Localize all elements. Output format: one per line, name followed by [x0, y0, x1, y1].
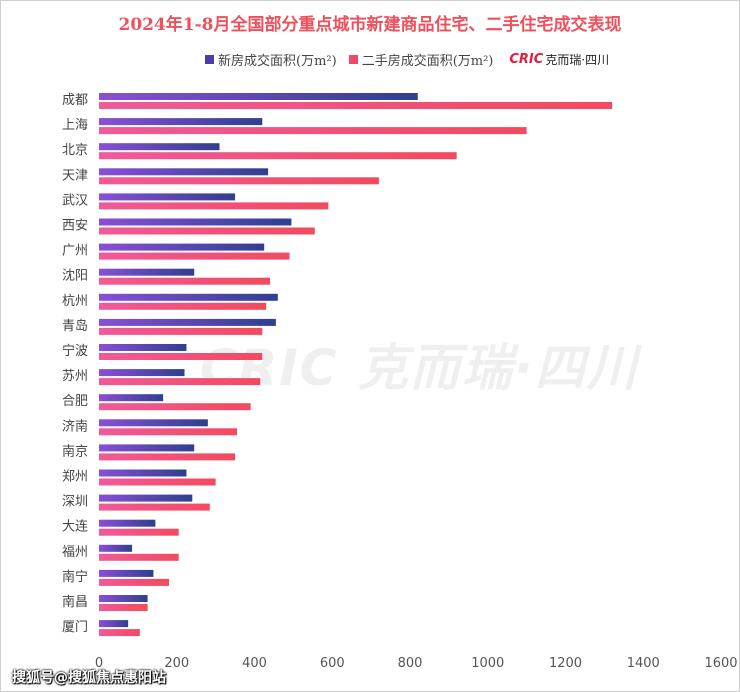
bar-second-hand [99, 553, 179, 561]
bar-new-home [99, 344, 187, 351]
category-label: 郑州 [62, 470, 88, 485]
legend-swatch-second [348, 55, 358, 64]
bar-second-hand [99, 478, 216, 486]
bar-second-hand [99, 302, 267, 310]
category-label: 福州 [62, 545, 88, 560]
bar-second-hand [99, 604, 148, 611]
category-label: 杭州 [62, 294, 88, 309]
bar-new-home [99, 544, 133, 552]
bar-second-hand [99, 152, 457, 160]
bar-new-home [99, 444, 195, 452]
category-label: 深圳 [62, 495, 88, 510]
category-label: 广州 [62, 244, 88, 259]
category-label: 济南 [62, 418, 88, 434]
legend-item-second: 二手房成交面积(万m²) [348, 50, 494, 69]
legend-label-second: 二手房成交面积(万m²) [361, 54, 494, 69]
category-label: 合肥 [62, 394, 88, 409]
bars-layer [99, 93, 613, 637]
bar-second-hand [99, 202, 329, 210]
x-tick-label: 1600 [704, 656, 737, 671]
category-label: 成都 [62, 93, 88, 108]
bar-new-home [99, 193, 236, 201]
category-label: 西安 [62, 219, 88, 234]
category-label: 南昌 [62, 594, 88, 610]
bar-second-hand [99, 252, 290, 260]
logo-text: 克而瑞·四川 [545, 53, 610, 67]
bar-new-home [99, 595, 148, 602]
x-tick-label: 0 [95, 656, 103, 671]
x-tick-label: 400 [242, 656, 267, 671]
bar-new-home [99, 168, 269, 176]
bar-new-home [99, 118, 263, 126]
legend: 新房成交面积(万m²) 二手房成交面积(万m²) CRIC 克而瑞·四川 [205, 50, 609, 69]
category-label: 上海 [62, 118, 88, 133]
bar-new-home [99, 569, 154, 577]
legend-label-new: 新房成交面积(万m²) [218, 54, 337, 69]
category-label: 大连 [62, 519, 88, 535]
bar-second-hand [99, 327, 263, 335]
x-tick-label: 800 [398, 656, 423, 671]
category-labels: 成都上海北京天津武汉西安广州沈阳杭州青岛宁波苏州合肥济南南京郑州深圳大连福州南宁… [62, 93, 88, 635]
bar-new-home [99, 394, 164, 402]
category-label: 苏州 [62, 368, 88, 384]
bar-second-hand [99, 578, 169, 586]
bar-new-home [99, 143, 220, 151]
bar-second-hand [99, 453, 236, 461]
bar-second-hand [99, 177, 379, 185]
bar-new-home [99, 369, 185, 377]
bar-new-home [99, 268, 195, 276]
category-label: 宁波 [62, 343, 88, 359]
legend-swatch-new [205, 55, 214, 64]
x-tick-label: 600 [320, 656, 345, 671]
bar-new-home [99, 620, 129, 628]
bar-new-home [99, 93, 418, 100]
category-label: 南京 [62, 443, 88, 459]
x-tick-labels: 0 200 400 600 800 1000 1200 1400 1600 [95, 656, 738, 671]
legend-item-new: 新房成交面积(万m²) [205, 50, 337, 69]
category-label: 天津 [62, 168, 88, 183]
bar-new-home [99, 293, 278, 301]
bar-second-hand [99, 629, 140, 637]
bar-second-hand [99, 353, 263, 360]
bar-second-hand [99, 102, 613, 109]
category-label: 北京 [62, 143, 88, 158]
bar-new-home [99, 419, 208, 427]
bar-second-hand [99, 277, 271, 285]
category-label: 南宁 [62, 569, 88, 585]
x-tick-label: 1200 [549, 656, 582, 671]
bar-new-home [99, 318, 276, 326]
category-label: 厦门 [62, 620, 88, 635]
bar-second-hand [99, 227, 315, 235]
bar-new-home [99, 519, 156, 527]
category-label: 青岛 [62, 318, 88, 334]
bar-new-home [99, 243, 265, 251]
category-label: 武汉 [62, 193, 88, 208]
x-tick-label: 1000 [471, 656, 504, 671]
bar-new-home [99, 494, 193, 502]
x-tick-label: 1400 [627, 656, 660, 671]
bar-second-hand [99, 428, 238, 436]
bar-second-hand [99, 403, 251, 411]
category-label: 沈阳 [62, 269, 88, 284]
bar-second-hand [99, 127, 527, 135]
bar-second-hand [99, 528, 179, 536]
bar-second-hand [99, 378, 261, 386]
bar-new-home [99, 469, 187, 477]
x-tick-label: 200 [164, 656, 189, 671]
chart-title: 2024年1-8月全国部分重点城市新建商品住宅、二手住宅成交表现 [118, 15, 622, 35]
watermark: CRIC 克而瑞·四川 [200, 339, 639, 397]
source-footer: 搜狐号@搜狐焦点惠阳站 [12, 670, 166, 686]
cric-logo: CRIC [509, 52, 544, 67]
bar-new-home [99, 218, 292, 226]
bar-second-hand [99, 503, 210, 511]
